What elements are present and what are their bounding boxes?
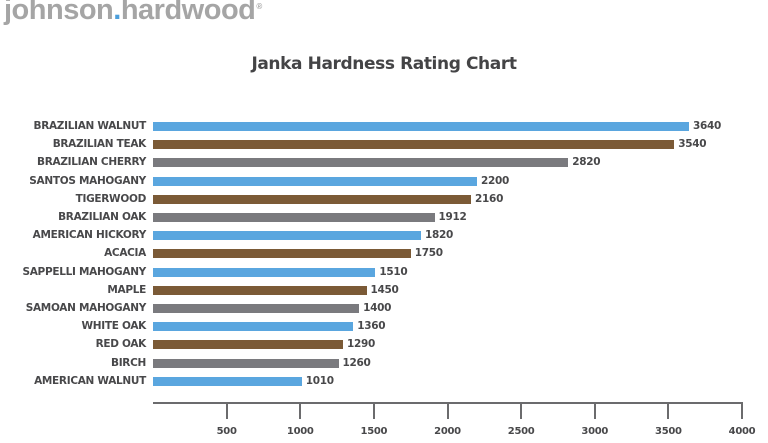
value-label: 1450 bbox=[370, 283, 399, 296]
category-label: BRAZILIAN OAK bbox=[58, 211, 146, 223]
category-label: RED OAK bbox=[95, 338, 147, 351]
x-axis-tick bbox=[667, 402, 670, 419]
category-label: BRAZILIAN TEAK bbox=[52, 138, 147, 151]
x-axis-tick bbox=[520, 402, 523, 419]
bar-row: SAPPELLI MAHOGANY 1510 bbox=[0, 263, 768, 281]
category-label: BIRCH bbox=[111, 356, 146, 369]
category-label: SAPPELLI MAHOGANY bbox=[22, 265, 146, 278]
bar-row: BRAZILIAN CHERRY 2820 bbox=[0, 153, 768, 171]
registered-mark: ® bbox=[256, 2, 262, 11]
x-axis-tick-label: 1500 bbox=[360, 426, 388, 437]
x-axis-tick bbox=[446, 402, 449, 419]
x-axis-tick bbox=[225, 402, 228, 419]
category-label: WHITE OAK bbox=[81, 320, 147, 333]
bar-row: WHITE OAK 1360 bbox=[0, 317, 768, 335]
bar bbox=[153, 140, 675, 150]
category-label: AMERICAN HICKORY bbox=[32, 229, 147, 242]
x-axis-tick-label: 500 bbox=[216, 426, 237, 437]
value-label: 3640 bbox=[692, 120, 722, 132]
bar-row: AMERICAN WALNUT 1010 bbox=[0, 372, 768, 390]
chart-title: Janka Hardness Rating Chart bbox=[251, 54, 517, 74]
x-axis-tick-label: 1000 bbox=[286, 426, 314, 437]
value-label: 2820 bbox=[572, 156, 601, 169]
value-label: 1260 bbox=[342, 356, 371, 369]
bar-row: TIGERWOOD 2160 bbox=[0, 190, 768, 208]
bar bbox=[153, 285, 367, 295]
category-label: ACACIA bbox=[104, 247, 146, 260]
x-axis-tick-label: 3500 bbox=[655, 426, 682, 437]
value-label: 1400 bbox=[363, 302, 392, 314]
bar bbox=[153, 340, 343, 350]
value-label: 1360 bbox=[357, 320, 386, 333]
bar bbox=[153, 158, 569, 168]
value-label: 1010 bbox=[305, 374, 334, 387]
brand-logo: johnson.hardwood® bbox=[4, 0, 262, 27]
bar bbox=[153, 122, 689, 131]
bar bbox=[153, 231, 421, 241]
x-axis-tick bbox=[372, 402, 375, 419]
bar bbox=[153, 194, 472, 204]
category-label: BRAZILIAN WALNUT bbox=[33, 120, 146, 132]
bar bbox=[153, 322, 354, 332]
bar-row: BRAZILIAN TEAK 3540 bbox=[0, 135, 768, 153]
x-axis-tick-label: 2000 bbox=[434, 426, 461, 437]
value-label: 1510 bbox=[379, 265, 408, 278]
x-axis-tick bbox=[741, 402, 743, 419]
value-label: 2200 bbox=[480, 174, 509, 187]
category-label: SAMOAN MAHOGANY bbox=[25, 302, 147, 314]
value-label: 1750 bbox=[414, 247, 443, 260]
bar bbox=[153, 249, 411, 259]
x-axis-tick-label: 4000 bbox=[728, 426, 756, 437]
x-axis-tick-label: 2500 bbox=[507, 426, 535, 437]
x-axis-tick bbox=[299, 402, 302, 419]
value-label: 1912 bbox=[438, 211, 467, 223]
bar bbox=[153, 267, 376, 277]
category-label: TIGERWOOD bbox=[75, 192, 147, 205]
bar-row: MAPLE 1450 bbox=[0, 281, 768, 299]
category-label: AMERICAN WALNUT bbox=[34, 374, 146, 387]
bar-row: RED OAK 1290 bbox=[0, 335, 768, 353]
bar bbox=[153, 176, 477, 186]
x-axis-tick-label: 3000 bbox=[581, 426, 609, 437]
bar bbox=[153, 213, 435, 222]
value-label: 2160 bbox=[475, 192, 504, 205]
bar-row: BRAZILIAN WALNUT 3640 bbox=[0, 117, 768, 135]
bar-row: BRAZILIAN OAK 1912 bbox=[0, 208, 768, 226]
value-label: 3540 bbox=[678, 138, 707, 151]
x-axis-tick bbox=[593, 402, 596, 419]
value-label: 1820 bbox=[424, 229, 454, 242]
logo-text-hardwood: hardwood bbox=[120, 0, 256, 26]
category-label: SANTOS MAHOGANY bbox=[29, 174, 146, 187]
bar-row: SANTOS MAHOGANY 2200 bbox=[0, 172, 768, 190]
bar bbox=[153, 304, 360, 313]
bar-row: ACACIA 1750 bbox=[0, 244, 768, 262]
category-label: MAPLE bbox=[107, 283, 146, 296]
bar-row: BIRCH 1260 bbox=[0, 354, 768, 372]
bar bbox=[153, 376, 302, 386]
logo-text-johnson: johnson bbox=[4, 0, 114, 26]
bar bbox=[153, 358, 339, 368]
value-label: 1290 bbox=[346, 338, 375, 351]
bar-row: AMERICAN HICKORY 1820 bbox=[0, 226, 768, 244]
bar-row: SAMOAN MAHOGANY 1400 bbox=[0, 299, 768, 317]
category-label: BRAZILIAN CHERRY bbox=[37, 156, 146, 169]
logo-dot: . bbox=[113, 0, 121, 26]
